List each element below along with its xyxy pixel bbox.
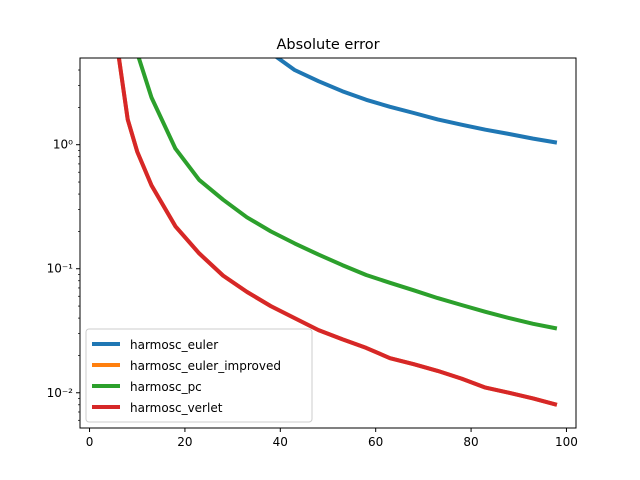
x-tick-label: 100 — [555, 435, 578, 449]
legend: harmosc_euler harmosc_euler_improvedharmo… — [85, 328, 313, 423]
y-tick-label: 10⁻¹ — [47, 262, 74, 276]
legend-label: harmosc_verlet — [130, 401, 223, 415]
legend-label: harmosc_euler — [130, 338, 218, 352]
legend-box — [85, 328, 313, 423]
x-tick-label: 0 — [86, 435, 94, 449]
x-tick-label: 80 — [463, 435, 478, 449]
series-line-harmosc-verlet — [116, 58, 558, 407]
x-axis: 0 20 40 60 80 100 — [86, 428, 578, 449]
chart-title: Absolute error — [276, 37, 379, 53]
plot-frame — [79, 57, 577, 429]
series-line-harmosc-pc — [136, 58, 558, 331]
legend-label: harmosc_pc — [130, 380, 202, 394]
x-tick-label: 60 — [368, 435, 383, 449]
x-tick-label: 20 — [177, 435, 192, 449]
series-layer — [116, 58, 558, 407]
y-axis: 10⁻² 10⁻¹ 10⁰ — [47, 69, 80, 421]
y-tick-label: 10⁻² — [47, 386, 74, 400]
x-tick-label: 40 — [273, 435, 288, 449]
legend-label: harmosc_euler_improved — [130, 359, 281, 373]
series-line-harmosc-euler — [274, 58, 558, 145]
y-tick-label: 10⁰ — [53, 138, 73, 152]
